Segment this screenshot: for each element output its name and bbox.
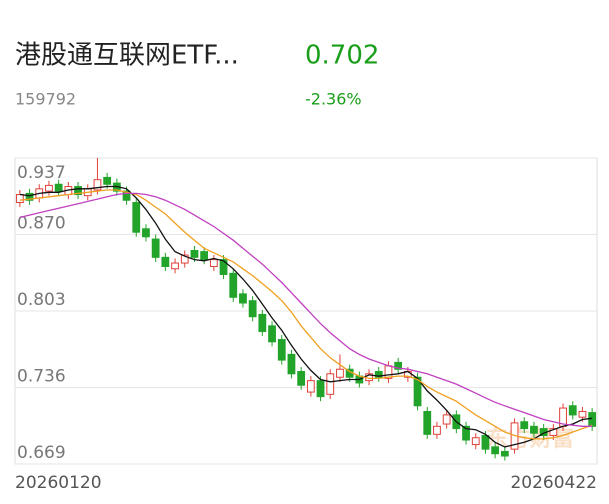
y-tick-label: 0.937 [17,163,66,183]
candle-body [588,412,597,427]
candle-body [413,376,422,407]
candle-body [151,238,160,258]
candle-body [190,249,199,258]
candle-body [287,353,296,375]
x-tick-label: 20260422 [510,473,597,493]
candle-body [54,183,63,192]
candle-body [142,228,150,238]
candle-body [326,373,335,395]
candle-body [316,380,325,398]
y-tick-label: 0.803 [17,290,66,310]
candle-body [268,325,276,343]
candle-body [258,313,267,333]
change: -2.36% [305,90,362,109]
y-tick-label: 0.870 [17,214,66,234]
candle-body [122,190,131,201]
candle-body [549,428,558,436]
candle-body [200,251,209,261]
candle-body [229,272,238,298]
price: 0.702 [305,41,379,71]
candle-body [93,179,102,191]
candle-body [471,437,480,446]
candle-body [530,425,538,434]
candle-body [103,176,112,185]
candle-body [374,371,383,378]
candle-body [442,414,451,425]
code: 159792 [15,90,76,109]
candle-body [209,259,218,267]
title: 港股通互联网ETF... [15,41,239,71]
candle-body [132,202,141,233]
candle-body [394,361,403,370]
candle-body [423,410,432,435]
ma-line [19,192,593,427]
candle-body [25,192,34,201]
candle-body [306,380,315,393]
candle-body [500,450,509,457]
candle-body [520,421,529,430]
x-tick-label: 20260120 [15,473,102,493]
candle-body [161,256,170,267]
candle-body [219,259,228,275]
candle-body [491,446,500,455]
candle-body [433,425,441,435]
candle-body [239,293,247,304]
ma-line [19,189,593,440]
candle-body [180,254,189,264]
candle-body [15,194,24,204]
candle-body [171,262,179,270]
candle-body [578,410,587,418]
candle-body [45,184,53,192]
candle-body [248,300,257,318]
ma-line [19,185,593,448]
y-tick-label: 0.736 [17,367,66,387]
y-tick-label: 0.669 [17,443,66,463]
candle-body [74,186,82,196]
candle-body [336,368,344,378]
candle-body [277,339,286,361]
candle-body [297,371,306,386]
candle-body [568,405,577,416]
candle-body [462,425,470,441]
candle-body [481,434,490,450]
